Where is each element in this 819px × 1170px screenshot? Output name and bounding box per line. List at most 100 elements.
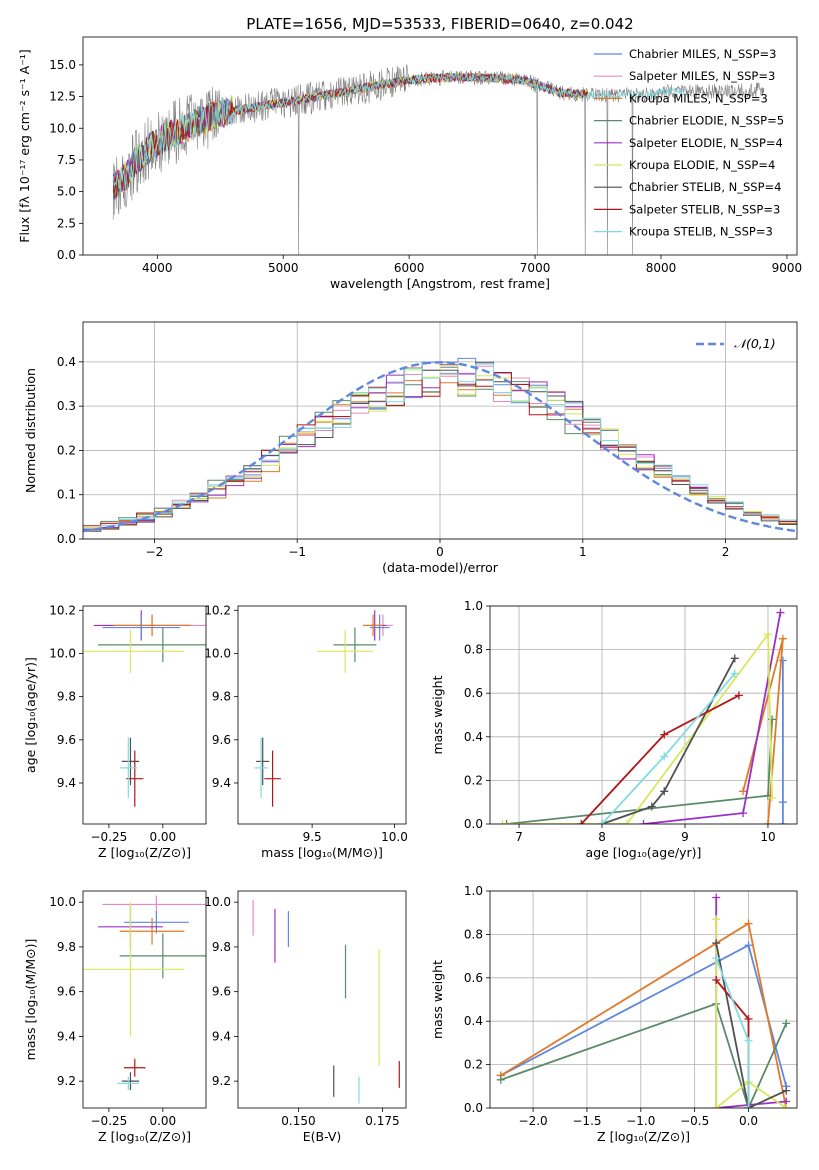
y-tick-label: 10.0 <box>49 121 76 135</box>
weight-series <box>715 942 787 1108</box>
weight-marker <box>778 656 787 665</box>
data-point <box>117 1076 140 1091</box>
y-tick-label: 0.8 <box>464 927 483 941</box>
y-tick-label: 1.0 <box>464 599 483 613</box>
weight-marker <box>622 820 631 824</box>
plot-frame <box>237 605 407 825</box>
x-tick-label: 9.5 <box>303 830 322 844</box>
x-tick-label: 7 <box>515 830 523 844</box>
x-tick-label: 2 <box>722 545 730 559</box>
weight-marker <box>660 730 669 739</box>
weight-marker <box>744 1104 753 1108</box>
plot-frame <box>82 321 798 540</box>
x-tick-label: 7000 <box>520 261 551 275</box>
plot-frame <box>82 890 207 1109</box>
legend-label: Salpeter MILES, N_SSP=3 <box>629 69 775 83</box>
weight-marker <box>712 1104 721 1108</box>
weight-marker <box>763 820 772 824</box>
y-tick-label: 2.5 <box>57 216 76 230</box>
y-tick-label: 9.8 <box>57 940 76 954</box>
x-axis-label: mass [log₁₀(M/M⊙)] <box>261 845 383 860</box>
legend-label: Kroupa ELODIE, N_SSP=4 <box>629 158 775 172</box>
mass_vs_ebv-panel: 0.150 0.175 9.2 9.4 9.6 9.8 10.0 E(B-V) <box>204 890 407 1144</box>
data-point <box>119 737 137 799</box>
data-point <box>98 627 206 663</box>
y-tick-label: 10.0 <box>204 646 231 660</box>
spectrum-lines <box>112 64 765 255</box>
y-tick-label: 1.0 <box>464 884 483 898</box>
normal-reference-curve <box>83 361 797 533</box>
points <box>252 899 400 1104</box>
weight-marker <box>782 1086 791 1095</box>
x-tick-label: −2 <box>146 545 164 559</box>
points <box>254 610 393 807</box>
x-tick-label: 0.00 <box>149 830 176 844</box>
x-axis-label: Z [log₁₀(Z/Z⊙)] <box>98 845 191 860</box>
y-tick-label: 0.0 <box>464 817 483 831</box>
y-tick-label: 9.8 <box>212 940 231 954</box>
x-tick-label: −1.5 <box>572 1114 601 1128</box>
x-axis-label: E(B-V) <box>303 1129 342 1144</box>
weight-marker <box>712 939 721 948</box>
weight-series <box>715 897 787 1108</box>
x-tick-label: 9 <box>681 830 689 844</box>
y-tick-label: 7.5 <box>57 153 76 167</box>
weight-marker <box>498 820 507 824</box>
weight-marker <box>768 793 777 802</box>
x-tick-label: 10.0 <box>381 830 408 844</box>
y-tick-label: 0.0 <box>57 248 76 262</box>
data-point <box>102 614 181 641</box>
y-tick-label: 9.4 <box>212 776 231 790</box>
y-tick-label: 0.2 <box>464 773 483 787</box>
y-axis-label: Normed distribution <box>23 368 38 493</box>
x-tick-label: −0.5 <box>680 1114 709 1128</box>
y-tick-label: 15.0 <box>49 58 76 72</box>
plot-frame <box>237 890 407 1109</box>
weight-series <box>500 1002 788 1108</box>
weight-marker <box>739 809 748 818</box>
weight-marker <box>712 893 721 902</box>
x-tick-label: 1 <box>579 545 587 559</box>
residual-lines <box>83 357 797 533</box>
x-tick-label: −1 <box>288 545 306 559</box>
figure-title: PLATE=1656, MJD=53533, FIBERID=0640, z=0… <box>246 15 633 33</box>
spectrum-legend: Chabrier MILES, N_SSP=3 Salpeter MILES, N… <box>594 47 784 239</box>
weight-marker <box>502 820 511 824</box>
x-tick-label: 8000 <box>646 261 677 275</box>
x-tick-label: 0.175 <box>365 1114 399 1128</box>
legend-label: Salpeter ELODIE, N_SSP=4 <box>629 136 783 150</box>
x-axis-label: (data-model)/error <box>382 560 499 575</box>
x-axis-label: Z [log₁₀(Z/Z⊙)] <box>98 1129 191 1144</box>
y-axis-label: mass weight <box>430 960 445 1039</box>
y-tick-label: 5.0 <box>57 185 76 199</box>
residual-histogram <box>83 363 797 529</box>
data-point <box>124 1058 146 1077</box>
weight-marker <box>730 669 739 678</box>
data-point <box>264 750 281 807</box>
x-tick-label: −1.0 <box>626 1114 655 1128</box>
weight-marker <box>782 1104 791 1108</box>
weight-marker <box>598 820 607 824</box>
x-tick-label: 4000 <box>142 261 173 275</box>
y-tick-label: 0.3 <box>57 399 76 413</box>
x-axis-label: Z [log₁₀(Z/Z⊙)] <box>597 1129 690 1144</box>
weight-marker <box>744 1036 753 1045</box>
x-tick-label: 0.150 <box>281 1114 315 1128</box>
weight-marker <box>763 630 772 639</box>
legend-label: Chabrier STELIB, N_SSP=4 <box>629 180 781 194</box>
y-tick-label: 10.0 <box>49 646 76 660</box>
data-point <box>126 750 144 807</box>
plot-frame <box>489 605 798 825</box>
weight-marker <box>744 941 753 950</box>
y-tick-label: 10.0 <box>204 895 231 909</box>
y-tick-label: 10.0 <box>49 895 76 909</box>
spectrum-model <box>112 72 589 199</box>
weight-marker <box>496 1075 505 1084</box>
weight-marker <box>712 975 721 984</box>
y-tick-label: 0.4 <box>464 730 483 744</box>
residuals-panel: −2 −1 0 1 2 0.0 0.1 0.2 0.3 0.4 (data-model)/error… <box>23 321 798 575</box>
y-tick-label: 0.1 <box>57 488 76 502</box>
y-tick-label: 9.8 <box>57 690 76 704</box>
x-tick-label: 0 <box>436 545 444 559</box>
